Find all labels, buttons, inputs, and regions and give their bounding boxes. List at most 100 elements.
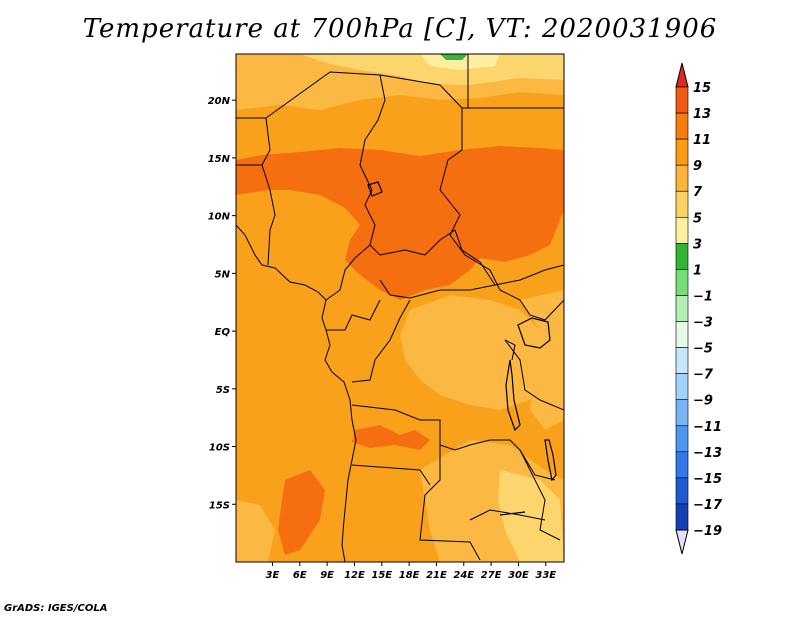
colorbar-top-cap	[675, 62, 689, 88]
colorbar-label: 5	[693, 211, 702, 226]
colorbar-segment	[675, 138, 689, 166]
border-rwanda	[504, 339, 516, 361]
colorbar-label: 13	[693, 107, 711, 122]
x-tick-label: 6E	[293, 570, 307, 581]
border-drc-west	[351, 299, 411, 383]
y-tick-label: EQ	[215, 327, 231, 338]
x-tick-label: 21E	[426, 570, 447, 581]
map-title: Temperature at 700hPa [C], VT: 202003190…	[82, 14, 718, 44]
colorbar-segment	[675, 399, 689, 427]
colorbar-label: −9	[693, 394, 713, 409]
colorbar-segment	[675, 164, 689, 192]
field-hot-centre	[380, 248, 430, 298]
y-tick-label: 10S	[209, 443, 230, 454]
border-angola-zambia	[419, 445, 481, 561]
colorbar-segment	[675, 295, 689, 322]
y-tick-label: 15N	[208, 154, 231, 165]
colorbar-segment	[675, 477, 689, 505]
border-namibia	[351, 464, 431, 486]
colorbar-label: −15	[693, 472, 722, 487]
colorbar-segment	[675, 112, 689, 140]
colorbar-segment	[675, 269, 689, 296]
border-algeria-niger	[265, 71, 386, 166]
colorbar-label: 9	[693, 159, 702, 174]
colorbar-label: −3	[693, 316, 713, 331]
colorbar-label: −5	[693, 342, 713, 357]
field-hot-atlantic	[278, 470, 325, 555]
colorbar-segment	[675, 503, 689, 531]
border-drc-angola	[351, 404, 491, 451]
border-gabon-congo	[326, 299, 381, 331]
country-borders	[236, 54, 564, 562]
border-mozambique	[519, 449, 561, 541]
border-car-congo	[379, 229, 496, 299]
x-tick-label: 9E	[320, 570, 334, 581]
axis-ticks: 3E 6E 9E 12E 15E 18E 21E 24E 27E 30E 33E 20N 15N 10N 5…	[208, 96, 557, 581]
x-tick-label: 18E	[399, 570, 420, 581]
colorbar-segment	[675, 373, 689, 401]
border-cameroon	[325, 244, 371, 301]
colorbar-label: 7	[693, 185, 703, 200]
field-north-green	[440, 54, 468, 60]
y-tick-label: 5S	[216, 385, 230, 396]
field-north-coolest	[420, 54, 500, 70]
colorbar-segment	[675, 347, 689, 374]
colorbar-label: 3	[693, 237, 702, 252]
colorbar-label: −17	[693, 498, 723, 513]
x-tick-label: 12E	[344, 570, 365, 581]
colorbar-label: −13	[693, 446, 722, 461]
border-tanzania	[504, 339, 564, 411]
field-north-cooler	[300, 54, 564, 85]
coastline-west-africa	[236, 224, 357, 562]
colorbar-segment	[675, 86, 689, 114]
y-tick-label: 10N	[208, 212, 231, 223]
map-frame	[235, 53, 565, 563]
colorbar-label: 15	[693, 81, 711, 96]
border-libya-chad	[379, 74, 463, 191]
y-tick-label: 15S	[209, 500, 230, 511]
y-tick-label: 5N	[215, 269, 231, 280]
colorbar: 15 13 11 9 7 5 3 1 −1 −3 −5 −7 −9 −11 −13 −15 −17 −19	[675, 62, 723, 555]
field-congo-mild	[400, 295, 545, 410]
lake-tanganyika	[505, 359, 521, 432]
colorbar-bottom-cap	[675, 529, 689, 555]
colorbar-segment	[675, 216, 689, 244]
field-hot-angola	[352, 425, 430, 450]
x-tick-label: 24E	[453, 570, 474, 581]
border-zimbabwe	[469, 509, 546, 521]
field-hot-sahel	[236, 146, 564, 300]
border-niger-chad	[359, 164, 381, 256]
colorbar-label: −19	[693, 524, 722, 539]
field-west-sahel-cool	[236, 190, 300, 230]
lakes	[367, 181, 557, 516]
colorbar-segment	[675, 451, 689, 479]
colorbar-label: −7	[693, 368, 714, 383]
border-sudan-south	[494, 264, 564, 286]
colorbar-segment	[675, 243, 689, 270]
lake-kariba	[499, 511, 526, 516]
colorbar-label: −11	[693, 420, 722, 435]
border-east-africa	[499, 289, 564, 321]
border-mali-niger	[236, 117, 271, 166]
map-area	[236, 54, 564, 562]
colorbar-segment	[675, 321, 689, 348]
x-tick-label: 30E	[508, 570, 529, 581]
border-chad-sudan	[439, 189, 501, 291]
lake-chad	[367, 181, 383, 197]
colorbar-label: 11	[693, 133, 711, 148]
colorbar-label: 1	[693, 263, 702, 278]
border-nigeria-benin	[261, 164, 276, 266]
field-east-mild	[520, 290, 564, 430]
lake-victoria	[517, 317, 551, 349]
colorbar-label: −1	[693, 289, 713, 304]
field-south-cool	[498, 470, 564, 562]
x-tick-label: 3E	[266, 570, 280, 581]
credit-label: GrADS: IGES/COLA	[4, 603, 108, 614]
colorbar-segment	[675, 425, 689, 453]
y-tick-label: 20N	[208, 96, 231, 107]
field-sw-mild	[236, 500, 275, 562]
x-tick-label: 27E	[481, 570, 502, 581]
x-tick-label: 15E	[371, 570, 392, 581]
x-tick-label: 33E	[535, 570, 556, 581]
